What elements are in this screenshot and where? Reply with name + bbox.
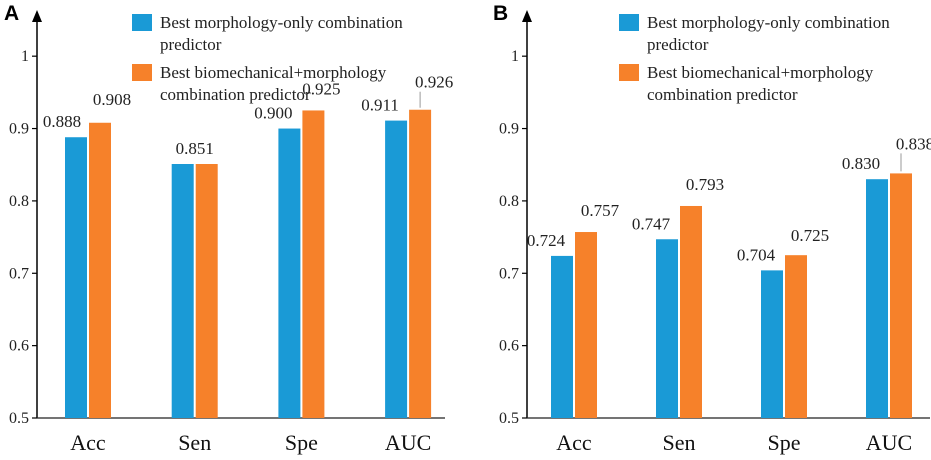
bar-biomechanical-morphology-spe bbox=[302, 110, 325, 419]
y-tick-label: 0.9 bbox=[499, 121, 519, 138]
y-tick-label: 0.9 bbox=[9, 121, 29, 138]
y-tick-label: 0.8 bbox=[499, 193, 519, 210]
bar-morphology-only-acc bbox=[65, 137, 87, 418]
x-category-label: AUC bbox=[866, 430, 912, 455]
legend-swatch-biomechanical-morphology bbox=[132, 64, 152, 81]
x-category-label: Spe bbox=[285, 430, 318, 455]
data-label: 0.704 bbox=[737, 245, 776, 264]
legend-label: Best morphology-only combination bbox=[647, 13, 890, 32]
y-tick-label: 0.7 bbox=[499, 265, 519, 282]
bar-morphology-only-auc bbox=[385, 120, 408, 419]
data-label: 0.724 bbox=[527, 231, 566, 250]
data-label: 0.851 bbox=[176, 139, 214, 158]
data-label: 0.725 bbox=[791, 226, 829, 245]
data-label: 0.888 bbox=[43, 112, 81, 131]
data-label: 0.911 bbox=[361, 96, 399, 115]
bar-biomechanical-morphology-spe bbox=[785, 255, 807, 418]
data-label: 0.838 bbox=[896, 134, 931, 153]
bar-biomechanical-morphology-sen bbox=[195, 164, 218, 418]
legend-label: combination predictor bbox=[160, 85, 311, 104]
legend-label: predictor bbox=[160, 35, 222, 54]
legend-swatch-morphology-only bbox=[132, 14, 152, 31]
data-label: 0.926 bbox=[415, 73, 453, 92]
x-category-label: Sen bbox=[663, 430, 696, 455]
legend-label: Best morphology-only combination bbox=[160, 13, 403, 32]
data-label: 0.925 bbox=[302, 79, 340, 98]
y-tick-label: 0.7 bbox=[9, 265, 29, 282]
data-label: 0.757 bbox=[581, 201, 620, 220]
bar-morphology-only-spe bbox=[278, 128, 301, 418]
chart-panel-b: B 0.5 0.6 0.7 0.8 0.9 1 0.724 0.757 Acc 0.747 0.793… bbox=[493, 2, 931, 455]
y-tick-label: 0.6 bbox=[499, 338, 519, 355]
panel-letter: B bbox=[493, 2, 508, 25]
bar-morphology-only-auc bbox=[866, 179, 888, 418]
y-tick-label: 1 bbox=[21, 48, 29, 65]
y-tick-label: 0.6 bbox=[9, 338, 29, 355]
y-axis-arrow bbox=[522, 10, 532, 22]
y-tick-label: 0.8 bbox=[9, 193, 29, 210]
bar-biomechanical-morphology-sen bbox=[680, 205, 702, 418]
x-category-label: AUC bbox=[385, 430, 431, 455]
panel-letter: A bbox=[4, 2, 19, 25]
y-tick-label: 0.5 bbox=[499, 410, 519, 427]
legend: Best morphology-only combination predicto… bbox=[619, 13, 890, 104]
legend-label: predictor bbox=[647, 35, 709, 54]
legend-label: Best biomechanical+morphology bbox=[160, 63, 387, 82]
bar-biomechanical-morphology-acc bbox=[575, 232, 597, 418]
y-axis-arrow bbox=[32, 10, 42, 22]
data-label: 0.900 bbox=[254, 104, 292, 123]
bar-biomechanical-morphology-acc bbox=[89, 122, 111, 419]
data-label: 0.747 bbox=[632, 214, 671, 233]
x-category-label: Sen bbox=[178, 430, 211, 455]
data-label: 0.908 bbox=[93, 90, 131, 109]
legend: Best morphology-only combination predicto… bbox=[132, 13, 403, 104]
x-category-label: Spe bbox=[768, 430, 801, 455]
data-label: 0.830 bbox=[842, 154, 880, 173]
legend-label: Best biomechanical+morphology bbox=[647, 63, 874, 82]
y-tick-label: 0.5 bbox=[9, 410, 29, 427]
data-label: 0.793 bbox=[686, 175, 724, 194]
bar-morphology-only-sen bbox=[656, 239, 678, 418]
legend-swatch-morphology-only bbox=[619, 14, 639, 31]
bar-morphology-only-acc bbox=[551, 255, 573, 418]
legend-swatch-biomechanical-morphology bbox=[619, 64, 639, 81]
x-category-label: Acc bbox=[70, 430, 106, 455]
bar-morphology-only-sen bbox=[171, 164, 194, 418]
x-category-label: Acc bbox=[556, 430, 592, 455]
y-tick-label: 1 bbox=[511, 48, 519, 65]
legend-label: combination predictor bbox=[647, 85, 798, 104]
chart-panel-a: A 0.5 0.6 0.7 0.8 0.9 1 0.888 0.908 Acc 0.851 Sen 0.… bbox=[4, 2, 453, 455]
bar-biomechanical-morphology-auc bbox=[890, 173, 912, 418]
bar-morphology-only-spe bbox=[761, 270, 783, 418]
bar-biomechanical-morphology-auc bbox=[409, 109, 432, 419]
